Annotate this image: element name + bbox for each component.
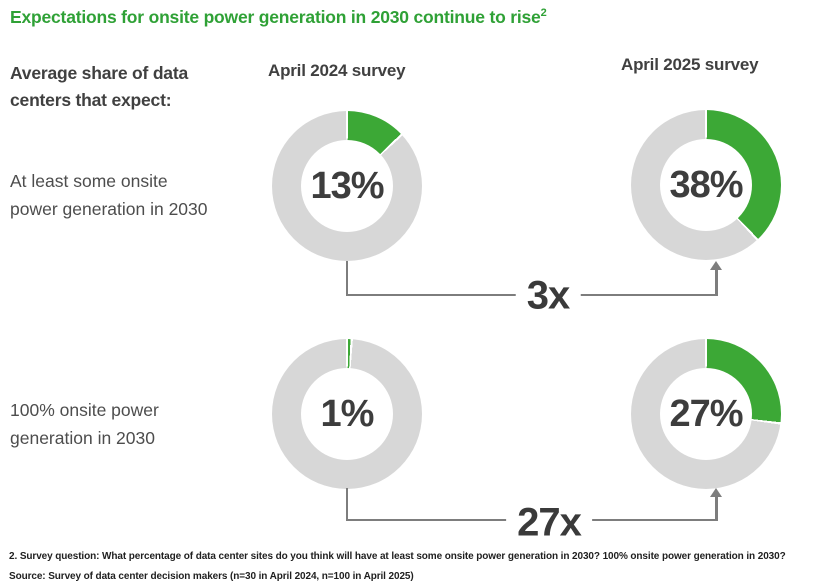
title-footnote-marker: 2 (540, 7, 547, 20)
donut-chart-2024-100-onsite: 1% (272, 339, 422, 489)
donut-value-label: 27% (669, 392, 743, 435)
connector-line (715, 270, 718, 296)
arrow-up-icon (710, 261, 722, 270)
donut-hole: 1% (301, 368, 393, 460)
connector-line (715, 497, 718, 521)
donut-hole: 27% (660, 368, 752, 460)
footnote-survey-question: 2. Survey question: What percentage of d… (9, 551, 786, 562)
multiplier-label-row1: 3x (515, 273, 581, 319)
row-axis-header: Average share of data centers that expec… (10, 63, 189, 110)
page-title: Expectations for onsite power generation… (10, 7, 547, 28)
donut-value-label: 13% (310, 164, 384, 207)
row-label-some-onsite: At least some onsite power generation in… (10, 171, 208, 219)
multiplier-label-row2: 27x (506, 500, 592, 546)
column-header-april-2024: April 2024 survey (268, 61, 406, 80)
connector-line (345, 261, 348, 296)
donut-chart-2025-100-onsite: 27% (631, 339, 781, 489)
connector-line (345, 488, 348, 521)
arrow-up-icon (710, 488, 722, 497)
donut-hole: 13% (301, 140, 393, 232)
donut-hole: 38% (660, 139, 752, 231)
donut-value-label: 1% (320, 392, 375, 435)
donut-value-label: 38% (669, 163, 743, 206)
footnote-source: Source: Survey of data center decision m… (9, 571, 414, 582)
donut-chart-2025-some-onsite: 38% (631, 110, 781, 260)
column-header-april-2025: April 2025 survey (621, 55, 759, 74)
donut-chart-2024-some-onsite: 13% (272, 111, 422, 261)
row-label-100-onsite: 100% onsite power generation in 2030 (10, 400, 159, 448)
page-title-text: Expectations for onsite power generation… (10, 7, 541, 27)
